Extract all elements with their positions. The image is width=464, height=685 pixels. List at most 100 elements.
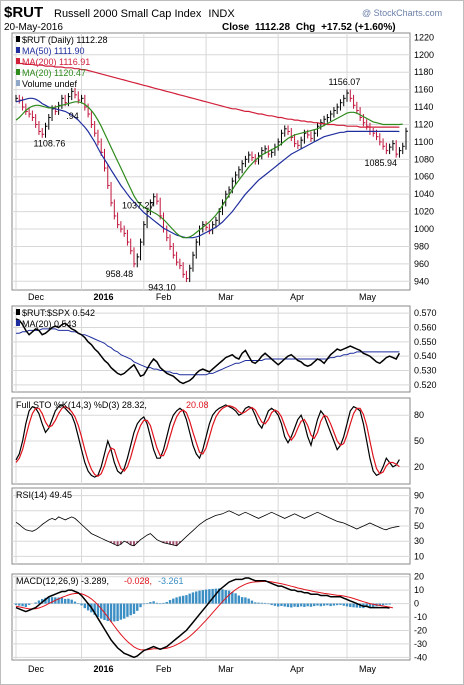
panel-3-ytick: 80 bbox=[414, 410, 424, 420]
sto-k-line bbox=[15, 404, 400, 478]
legend-label: RSI(14) 49.45 bbox=[16, 490, 72, 500]
panel-5-ytick: 10 bbox=[414, 585, 424, 595]
macd-histogram-bar bbox=[329, 603, 332, 607]
panel-5-ytick: -40 bbox=[414, 652, 427, 662]
legend-swatch bbox=[16, 58, 20, 64]
close-summary: Close 1112.28 Chg +17.52 (+1.60%) bbox=[222, 22, 396, 33]
macd-histogram-bar bbox=[368, 603, 372, 608]
x-axis-label-bottom: Mar bbox=[218, 664, 234, 674]
legend-label: $RUT (Daily) 1112.28 bbox=[22, 35, 108, 45]
macd-histogram-bar bbox=[381, 603, 385, 606]
index-name: Russell 2000 Small Cap Index INDX bbox=[54, 8, 235, 20]
macd-histogram-bar bbox=[37, 600, 41, 604]
price-annotation: 1037.27 bbox=[122, 201, 155, 211]
panel-1-ytick: 1200 bbox=[414, 50, 434, 60]
macd-histogram-bar bbox=[263, 602, 267, 604]
macd-histogram-bar bbox=[21, 603, 24, 607]
macd-histogram-bar bbox=[83, 603, 87, 609]
macd-histogram-bar bbox=[290, 603, 293, 608]
price-annotation: 1085.94 bbox=[365, 158, 398, 168]
macd-histogram-bar bbox=[352, 603, 355, 608]
legend-label: -0.028, bbox=[124, 576, 152, 586]
macd-histogram-bar bbox=[185, 595, 188, 604]
legend-label: Volume undef bbox=[22, 79, 78, 89]
panel-5-ytick: -10 bbox=[414, 612, 427, 622]
macd-histogram-bar bbox=[224, 590, 227, 604]
macd-histogram-bar bbox=[293, 603, 296, 607]
x-axis-label-bottom: Feb bbox=[156, 664, 172, 674]
macd-histogram-bar bbox=[44, 597, 47, 604]
macd-histogram-bar bbox=[326, 603, 329, 606]
macd-histogram-bar bbox=[67, 598, 70, 604]
macd-histogram-bar bbox=[100, 603, 103, 619]
macd-histogram-bar bbox=[280, 603, 283, 606]
panel-5-ytick: 0 bbox=[414, 599, 419, 609]
panel-3-ytick: 50 bbox=[414, 436, 424, 446]
macd-histogram-bar bbox=[322, 603, 326, 606]
macd-histogram-bar bbox=[385, 603, 388, 605]
legend-swatch bbox=[16, 36, 20, 42]
macd-histogram-bar bbox=[270, 603, 273, 606]
macd-histogram-bar bbox=[181, 595, 185, 604]
macd-histogram-bar bbox=[139, 603, 142, 608]
symbol-title: $RUT bbox=[4, 4, 43, 21]
macd-histogram-bar bbox=[155, 602, 159, 604]
macd-histogram-bar bbox=[349, 603, 352, 607]
macd-histogram-bar bbox=[217, 588, 221, 604]
macd-histogram-bar bbox=[162, 602, 165, 604]
macd-histogram-bar bbox=[250, 600, 254, 604]
ma20-line bbox=[15, 101, 403, 239]
ma200-line bbox=[16, 62, 400, 128]
panel-1-ytick: 1140 bbox=[414, 102, 433, 112]
panel-1-ytick: 960 bbox=[414, 259, 429, 269]
macd-histogram-bar bbox=[221, 589, 224, 604]
macd-histogram-bar bbox=[136, 603, 139, 611]
macd-histogram-bar bbox=[345, 603, 349, 607]
macd-histogram-bar bbox=[145, 603, 149, 604]
panel-2-ytick: 0.520 bbox=[414, 380, 437, 390]
macd-histogram-bar bbox=[201, 590, 205, 604]
close-label: Close bbox=[222, 22, 250, 33]
macd-histogram-bar bbox=[231, 592, 234, 604]
date-label: 20-May-2016 bbox=[4, 22, 63, 33]
legend-swatch bbox=[16, 309, 20, 315]
macd-histogram-bar bbox=[172, 598, 175, 604]
macd-line bbox=[15, 577, 390, 659]
panel-2-ytick: 0.560 bbox=[414, 323, 437, 333]
legend-swatch bbox=[16, 320, 20, 326]
macd-histogram-bar bbox=[198, 590, 201, 604]
macd-histogram-bar bbox=[165, 601, 168, 604]
macd-histogram-bar bbox=[286, 603, 290, 608]
macd-histogram-bar bbox=[109, 603, 113, 622]
macd-histogram-bar bbox=[116, 603, 119, 622]
watermark: @ StockCharts.com bbox=[362, 8, 442, 18]
panel-4-ytick: 30 bbox=[414, 536, 424, 546]
panel-2-ytick: 0.570 bbox=[414, 308, 437, 318]
macd-histogram-bar bbox=[129, 603, 132, 616]
macd-histogram-bar bbox=[159, 603, 162, 605]
x-axis-label-bottom: May bbox=[359, 664, 377, 674]
macd-histogram-bar bbox=[313, 603, 316, 607]
macd-histogram-bar bbox=[113, 603, 116, 622]
index-name-text: Russell 2000 Small Cap Index bbox=[54, 8, 202, 20]
macd-histogram-bar bbox=[234, 593, 237, 604]
macd-histogram-bar bbox=[388, 603, 391, 605]
macd-histogram-bar bbox=[60, 597, 64, 604]
panel-5-ytick: 20 bbox=[414, 572, 424, 582]
x-axis-label-bottom: Dec bbox=[28, 664, 45, 674]
panel-5-ytick: -20 bbox=[414, 625, 427, 635]
macd-histogram-bar bbox=[260, 602, 263, 604]
macd-histogram-bar bbox=[57, 597, 60, 604]
x-axis-label-bottom: 2016 bbox=[94, 664, 114, 674]
price-annotation: 958.48 bbox=[106, 269, 134, 279]
exchange-text: INDX bbox=[208, 8, 235, 20]
macd-histogram-bar bbox=[142, 603, 146, 605]
macd-histogram-bar bbox=[342, 603, 345, 606]
legend-swatch bbox=[16, 47, 20, 53]
macd-histogram-bar bbox=[188, 593, 191, 604]
sto-d-line bbox=[15, 405, 400, 478]
macd-histogram-bar bbox=[73, 601, 77, 604]
legend-swatch bbox=[16, 80, 20, 86]
macd-histogram-bar bbox=[34, 602, 37, 604]
close-value: 1112.28 bbox=[255, 22, 290, 33]
